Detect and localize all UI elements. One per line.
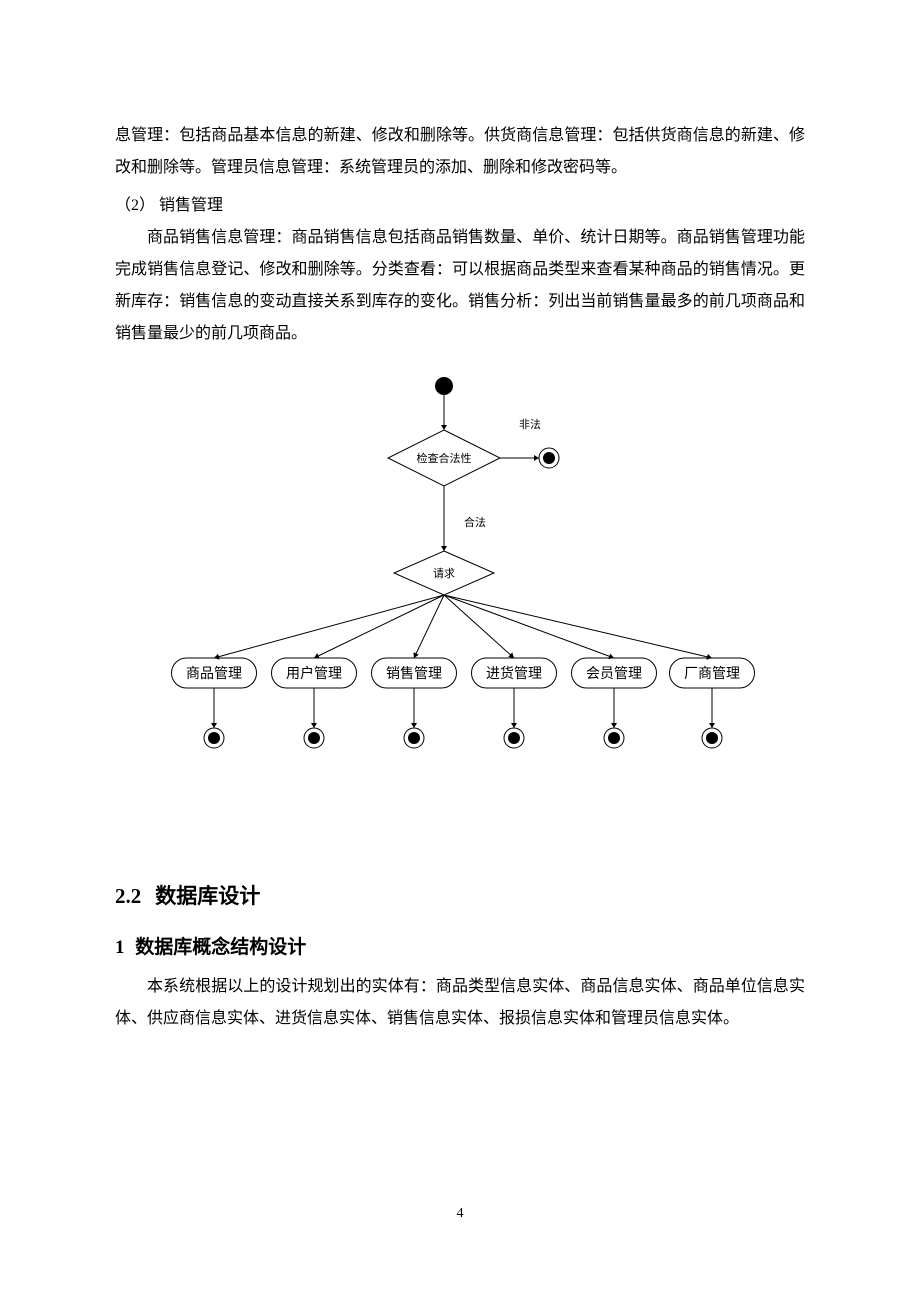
svg-text:检查合法性: 检查合法性 bbox=[416, 451, 471, 465]
paragraph-3: 本系统根据以上的设计规划出的实体有：商品类型信息实体、商品信息实体、商品单位信息… bbox=[115, 971, 805, 1035]
heading-2-2: 2.2 数据库设计 bbox=[115, 880, 805, 910]
heading-3-1: 1 数据库概念结构设计 bbox=[115, 932, 805, 959]
flowchart-diagram: 检查合法性 非法合法请求商品管理 用户管理 销售管理 进货管理 会员管理 厂商管理 bbox=[115, 368, 805, 798]
flowchart-svg: 检查合法性 非法合法请求商品管理 用户管理 销售管理 进货管理 会员管理 厂商管理 bbox=[159, 368, 762, 798]
paragraph-1: 息管理：包括商品基本信息的新建、修改和删除等。供货商信息管理：包括供货商信息的新… bbox=[115, 120, 805, 184]
svg-text:请求: 请求 bbox=[433, 567, 455, 580]
svg-text:用户管理: 用户管理 bbox=[286, 665, 342, 682]
heading-3-1-text: 数据库概念结构设计 bbox=[135, 937, 306, 958]
paragraph-2: 商品销售信息管理：商品销售信息包括商品销售数量、单价、统计日期等。商品销售管理功… bbox=[115, 222, 805, 350]
section-label-2: （2） 销售管理 bbox=[115, 190, 805, 222]
svg-text:进货管理: 进货管理 bbox=[486, 665, 542, 682]
heading-2-2-num: 2.2 bbox=[115, 884, 141, 908]
svg-text:非法: 非法 bbox=[519, 417, 541, 431]
svg-text:销售管理: 销售管理 bbox=[386, 666, 442, 682]
heading-3-1-num: 1 bbox=[115, 937, 125, 958]
svg-text:厂商管理: 厂商管理 bbox=[684, 666, 740, 682]
heading-2-2-text: 数据库设计 bbox=[155, 884, 260, 908]
svg-text:会员管理: 会员管理 bbox=[586, 666, 642, 682]
svg-text:商品管理: 商品管理 bbox=[186, 666, 242, 682]
page-number: 4 bbox=[0, 1206, 920, 1222]
svg-text:合法: 合法 bbox=[464, 515, 486, 529]
